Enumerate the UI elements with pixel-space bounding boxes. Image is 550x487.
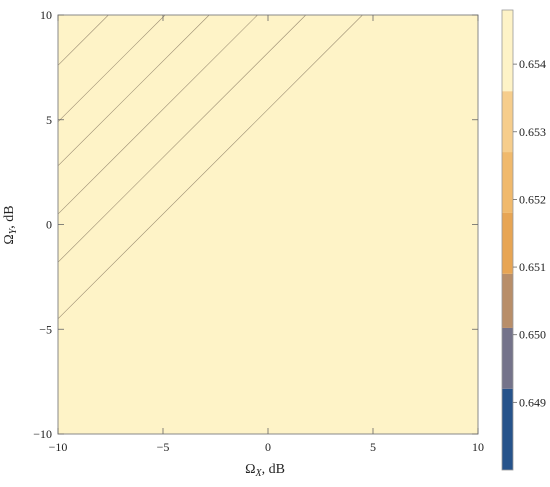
contour-line-2 (57, 14, 307, 263)
colorbar-segment-1 (502, 388, 513, 470)
x-tick-label: 5 (370, 440, 376, 454)
y-tick-label: 0 (46, 218, 52, 232)
contour-lines (57, 14, 363, 319)
contour-line-1 (57, 14, 363, 319)
colorbar-segment-2 (502, 327, 513, 389)
contour-bands (57, 14, 479, 435)
colorbar-tick-label: 0.649 (519, 395, 546, 409)
x-tick-label: −10 (49, 440, 68, 454)
y-tick-label: −10 (33, 427, 52, 441)
y-tick-label: −5 (39, 322, 52, 336)
colorbar-segment-3 (502, 273, 513, 328)
contour-band-8 (57, 14, 479, 435)
colorbar-tick-label: 0.651 (519, 260, 546, 274)
y-axis: −10 −5 0 5 10 (33, 8, 478, 441)
contour-line-6 (57, 14, 109, 66)
contour-line-5 (57, 14, 166, 123)
contour-line-4 (57, 14, 210, 167)
x-axis-label: ΩX, dB (245, 462, 285, 479)
x-tick-label: −5 (157, 440, 170, 454)
colorbar-segment-4 (502, 212, 513, 274)
contour-line-3 (57, 14, 258, 215)
colorbar: 0.649 0.650 0.651 0.652 0.653 0.654 (501, 9, 546, 471)
colorbar-tick-label: 0.650 (519, 328, 546, 342)
y-axis-label: ΩY, dB (2, 205, 19, 244)
y-tick-label: 10 (40, 8, 52, 22)
colorbar-segment-7 (502, 10, 513, 92)
colorbar-segment-6 (502, 91, 513, 153)
colorbar-tick-label: 0.653 (519, 125, 546, 139)
x-tick-label: 10 (472, 440, 484, 454)
colorbar-segment-5 (502, 152, 513, 213)
colorbar-tick-label: 0.652 (519, 192, 546, 206)
colorbar-frame (501, 9, 514, 471)
colorbar-tick-label: 0.654 (519, 57, 546, 71)
y-tick-label: 5 (46, 113, 52, 127)
x-axis: −10 −5 0 5 10 (49, 15, 484, 454)
x-tick-label: 0 (265, 440, 271, 454)
